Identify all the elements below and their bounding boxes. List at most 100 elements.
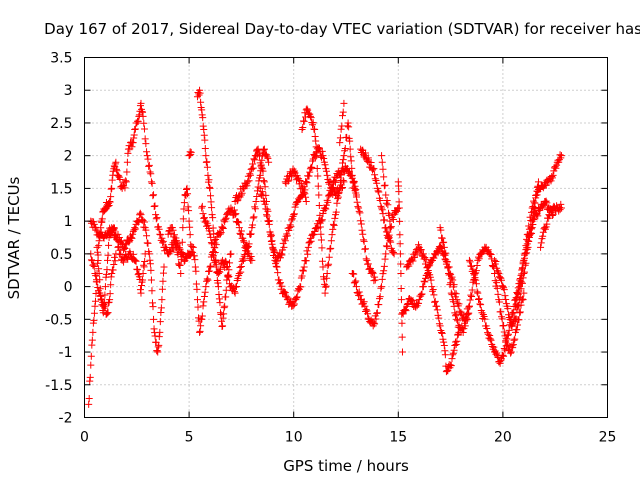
data-point: [143, 152, 151, 160]
data-point: [447, 362, 455, 370]
data-point: [205, 183, 213, 191]
data-point: [258, 164, 266, 172]
data-point: [474, 289, 482, 297]
data-point: [398, 319, 406, 327]
data-point: [371, 320, 379, 328]
data-point: [346, 137, 354, 145]
data-point: [219, 225, 227, 233]
data-point: [198, 312, 206, 320]
data-point: [201, 136, 209, 144]
data-point: [186, 223, 194, 231]
data-point: [498, 315, 506, 323]
data-point: [240, 252, 248, 260]
data-point: [139, 217, 147, 225]
data-point: [270, 247, 278, 255]
data-point: [415, 299, 423, 307]
data-point: [292, 294, 300, 302]
data-point: [231, 289, 239, 297]
data-point: [90, 220, 98, 228]
data-point: [396, 250, 404, 258]
data-point: [502, 295, 510, 303]
data-point: [347, 153, 355, 161]
data-point: [397, 285, 405, 293]
data-point: [249, 160, 257, 168]
data-point: [397, 296, 405, 304]
data-point: [115, 243, 123, 251]
data-point: [148, 179, 156, 187]
data-point: [209, 214, 217, 222]
data-point: [236, 263, 244, 271]
data-point: [396, 231, 404, 239]
data-point: [337, 125, 345, 133]
data-point: [437, 226, 445, 234]
data-point: [447, 289, 455, 297]
data-point: [517, 277, 525, 285]
data-point: [521, 249, 529, 257]
data-point: [178, 238, 186, 246]
data-point: [188, 242, 196, 250]
data-point: [509, 344, 517, 352]
data-point: [234, 218, 242, 226]
data-point: [233, 197, 241, 205]
data-point: [153, 347, 161, 355]
data-point: [125, 238, 133, 246]
data-point: [339, 159, 347, 167]
data-point: [453, 315, 461, 323]
data-point: [337, 176, 345, 184]
data-point: [110, 253, 118, 261]
data-point: [237, 263, 245, 271]
data-point: [186, 231, 194, 239]
data-point: [182, 192, 190, 200]
data-point: [474, 256, 482, 264]
data-point: [139, 270, 147, 277]
data-point: [364, 154, 372, 162]
data-point: [113, 235, 121, 243]
data-point: [528, 217, 536, 225]
data-point: [323, 274, 331, 282]
data-point: [115, 172, 123, 180]
data-point: [145, 162, 153, 170]
data-point: [177, 270, 185, 277]
data-point: [362, 306, 370, 314]
data-point: [149, 192, 157, 200]
data-point: [455, 300, 463, 308]
data-point: [315, 191, 323, 199]
x-tick-labels: 0 5 10 15 20 25: [80, 430, 616, 446]
data-point: [183, 184, 191, 192]
data-point: [440, 250, 448, 258]
data-point: [105, 201, 113, 209]
data-point: [507, 349, 515, 357]
data-point: [231, 211, 239, 219]
data-point: [170, 231, 178, 239]
data-point: [185, 217, 193, 225]
data-point: [99, 298, 107, 306]
data-point: [248, 165, 256, 173]
data-point: [452, 311, 460, 319]
data-point: [107, 185, 115, 193]
data-point: [335, 189, 343, 197]
data-point: [154, 343, 162, 351]
data-point: [277, 250, 285, 258]
data-point: [105, 241, 113, 249]
data-point: [116, 246, 124, 254]
data-point: [230, 206, 238, 214]
data-point: [198, 106, 206, 114]
data-point: [136, 286, 144, 294]
data-point: [199, 210, 207, 218]
data-point: [201, 288, 209, 296]
data-point: [378, 275, 386, 283]
data-point: [468, 262, 476, 270]
data-point: [149, 303, 157, 311]
data-point: [91, 297, 99, 305]
data-point: [344, 119, 352, 127]
data-point: [438, 329, 446, 337]
data-point: [263, 212, 271, 220]
data-point: [222, 286, 230, 294]
data-point: [463, 314, 471, 322]
data-point: [129, 250, 137, 258]
data-point: [260, 145, 268, 153]
data-point: [87, 361, 95, 369]
data-point: [116, 175, 124, 183]
chart-title: Day 167 of 2017, Sidereal Day-to-day VTE…: [44, 20, 640, 38]
data-point: [318, 257, 326, 265]
